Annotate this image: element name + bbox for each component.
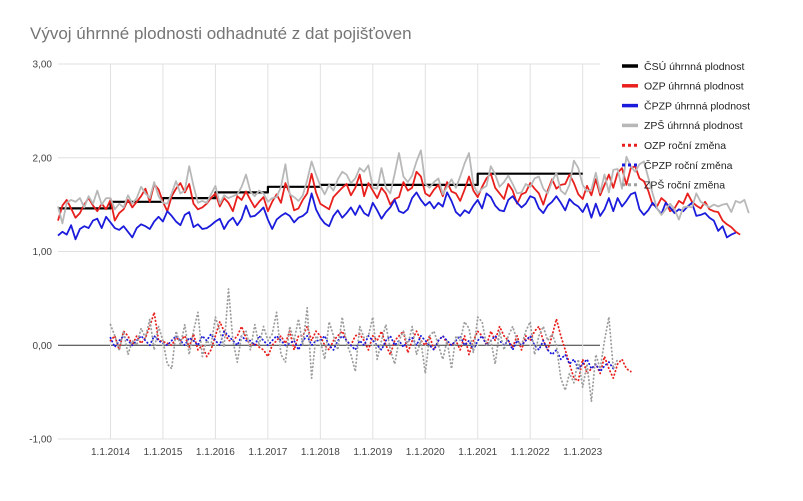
series-line-6 bbox=[109, 288, 619, 403]
x-tick-label: 1.1.2019 bbox=[353, 447, 392, 458]
x-tick-label: 1.1.2018 bbox=[301, 447, 340, 458]
legend-label-4: OZP roční změna bbox=[644, 140, 726, 152]
legend-label-3: ZPŠ úhrnná plodnost bbox=[644, 119, 743, 132]
legend-label-2: ČPZP úhrnná plodnost bbox=[644, 99, 750, 112]
y-tick-label: 2,00 bbox=[33, 153, 53, 164]
y-tick-label: 1,00 bbox=[33, 247, 53, 258]
x-tick-label: 1.1.2021 bbox=[458, 447, 497, 458]
series-line-1 bbox=[57, 165, 741, 236]
x-tick-label: 1.1.2017 bbox=[248, 447, 287, 458]
x-tick-label: 1.1.2022 bbox=[511, 447, 550, 458]
y-tick-label: 3,00 bbox=[33, 60, 53, 71]
legend-label-6: ZPŠ roční změna bbox=[644, 179, 725, 192]
chart-title: Vývoj úhrnné plodnosti odhadnuté z dat p… bbox=[30, 24, 412, 43]
series-layer bbox=[57, 149, 750, 403]
y-tick-label: 0,00 bbox=[33, 341, 53, 352]
x-tick-label: 1.1.2015 bbox=[143, 447, 182, 458]
x-tick-label: 1.1.2016 bbox=[196, 447, 235, 458]
series-line-2 bbox=[57, 191, 737, 241]
grid-layer bbox=[58, 63, 600, 440]
series-line-0 bbox=[58, 172, 583, 210]
axis-layer: 3,00 2,00 1,00 0,00 -1,00 1.1.2014 1.1.2015 1.1… bbox=[29, 60, 602, 459]
x-tick-label: 1.1.2014 bbox=[91, 447, 130, 458]
legend-label-5: ČPZP roční změna bbox=[644, 159, 733, 172]
legend-label-1: OZP úhrnná plodnost bbox=[644, 81, 744, 93]
legend-label-0: ČSÚ úhrnná plodnost bbox=[644, 60, 744, 73]
legend: ČSÚ úhrnná plodnost OZP úhrnná plodnost ČP… bbox=[622, 60, 750, 192]
x-tick-label: 1.1.2023 bbox=[563, 447, 602, 458]
y-tick-label: -1,00 bbox=[29, 435, 52, 446]
series-line-4 bbox=[109, 311, 632, 382]
x-tick-label: 1.1.2020 bbox=[406, 447, 445, 458]
series-line-3 bbox=[57, 149, 750, 225]
series-line-5 bbox=[109, 330, 615, 373]
